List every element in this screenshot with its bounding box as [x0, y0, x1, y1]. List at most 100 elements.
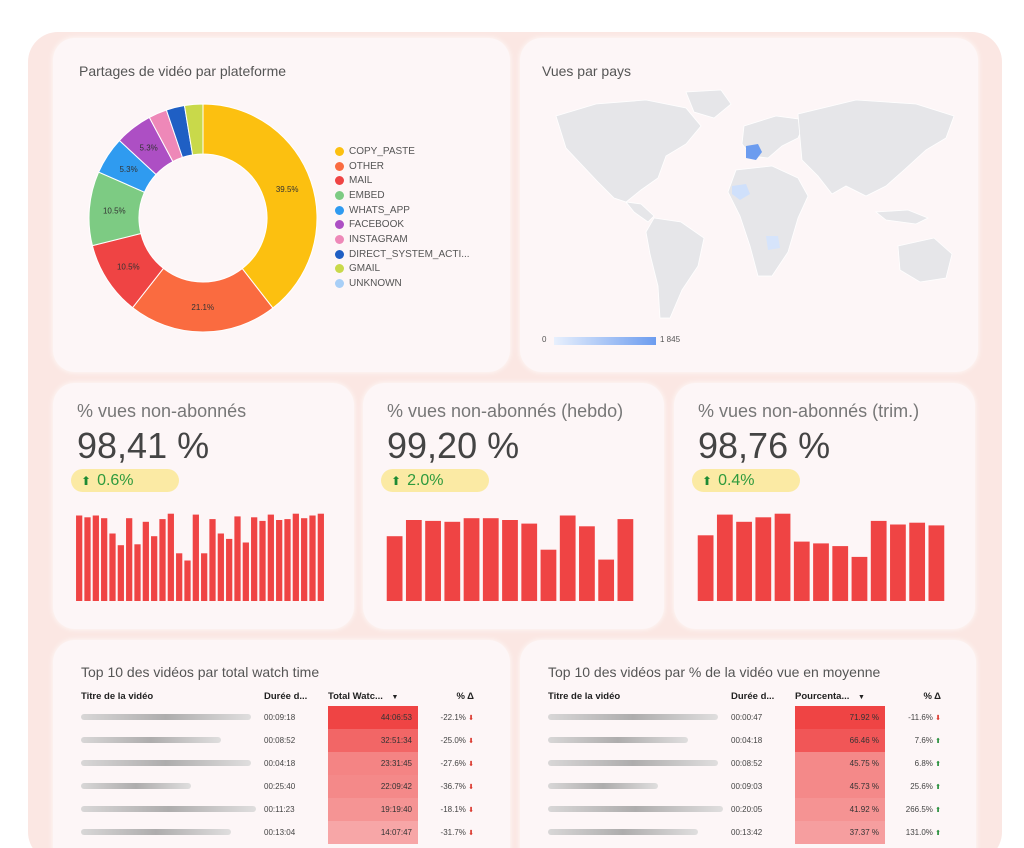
- kpi-bar[interactable]: [242, 542, 249, 602]
- kpi-bar[interactable]: [697, 535, 714, 601]
- kpi-bar[interactable]: [928, 525, 945, 601]
- table-row[interactable]: 00:13:04 14:07:47 -31.7% ⬇: [81, 821, 474, 844]
- kpi-bar[interactable]: [774, 513, 791, 601]
- video-title-cell[interactable]: [548, 798, 731, 821]
- table-row[interactable]: 00:08:52 32:51:34 -25.0% ⬇: [81, 729, 474, 752]
- kpi-bar[interactable]: [482, 518, 499, 601]
- table-row[interactable]: 00:25:40 22:09:42 -36.7% ⬇: [81, 775, 474, 798]
- kpi-bar[interactable]: [425, 520, 441, 601]
- col-header-duration[interactable]: Durée d...: [731, 690, 775, 702]
- kpi-bar[interactable]: [890, 524, 906, 602]
- video-title-cell[interactable]: [548, 821, 731, 844]
- kpi-bar[interactable]: [292, 513, 299, 601]
- legend-item[interactable]: OTHER: [335, 159, 470, 174]
- kpi-bar[interactable]: [502, 520, 518, 601]
- table-row[interactable]: 00:04:18 23:31:45 -27.6% ⬇: [81, 752, 474, 775]
- table-row[interactable]: 00:13:42 37.37 % 131.0% ⬆: [548, 821, 941, 844]
- kpi-bar[interactable]: [101, 518, 108, 601]
- donut-slice-gmail[interactable]: [183, 103, 204, 156]
- video-title-cell[interactable]: [81, 775, 264, 798]
- col-header-avg-percent[interactable]: Pourcenta... ▼: [795, 686, 885, 706]
- kpi-bar[interactable]: [793, 541, 810, 601]
- kpi-bar[interactable]: [386, 536, 403, 601]
- table-row[interactable]: 00:08:52 45.75 % 6.8% ⬆: [548, 752, 941, 775]
- table-row[interactable]: 00:00:47 71.92 % -11.6% ⬇: [548, 706, 941, 729]
- video-title-cell[interactable]: [81, 798, 264, 821]
- kpi-bar[interactable]: [209, 519, 216, 601]
- kpi-bar[interactable]: [463, 518, 480, 601]
- legend-item[interactable]: DIRECT_SYSTEM_ACTI...: [335, 247, 470, 262]
- col-header-pct-change[interactable]: % Δ: [456, 690, 474, 702]
- kpi-sparkbar-chart[interactable]: [385, 511, 635, 601]
- legend-item[interactable]: GMAIL: [335, 262, 470, 277]
- kpi-bar[interactable]: [234, 516, 241, 601]
- kpi-sparkbar-chart[interactable]: [75, 511, 325, 601]
- legend-item[interactable]: COPY_PASTE: [335, 144, 470, 159]
- kpi-bar[interactable]: [76, 515, 83, 602]
- col-header-total-watch[interactable]: Total Watc... ▼: [328, 686, 418, 706]
- kpi-bar[interactable]: [84, 517, 91, 601]
- donut-slice-copy-paste[interactable]: [202, 103, 318, 309]
- kpi-bar[interactable]: [579, 526, 595, 601]
- video-title-cell[interactable]: [81, 729, 264, 752]
- kpi-bar[interactable]: [142, 521, 149, 601]
- kpi-bar[interactable]: [201, 553, 208, 601]
- kpi-sparkbar-chart[interactable]: [696, 511, 946, 601]
- kpi-bar[interactable]: [716, 514, 733, 601]
- kpi-bar[interactable]: [184, 560, 191, 602]
- table-row[interactable]: 00:04:18 66.46 % 7.6% ⬆: [548, 729, 941, 752]
- kpi-bar[interactable]: [736, 521, 752, 601]
- kpi-bar[interactable]: [317, 513, 324, 601]
- kpi-bar[interactable]: [521, 523, 538, 601]
- legend-item[interactable]: FACEBOOK: [335, 217, 470, 232]
- kpi-bar[interactable]: [540, 549, 557, 601]
- kpi-bar[interactable]: [301, 518, 308, 601]
- kpi-bar[interactable]: [851, 556, 868, 601]
- kpi-bar[interactable]: [251, 517, 258, 601]
- video-title-cell[interactable]: [548, 729, 731, 752]
- video-title-cell[interactable]: [81, 821, 264, 844]
- col-header-title[interactable]: Titre de la vidéo: [548, 690, 621, 702]
- kpi-bar[interactable]: [217, 533, 224, 602]
- kpi-bar[interactable]: [192, 514, 199, 601]
- kpi-bar[interactable]: [259, 520, 266, 601]
- col-header-title[interactable]: Titre de la vidéo: [81, 690, 154, 702]
- kpi-bar[interactable]: [870, 520, 887, 601]
- world-map[interactable]: [536, 86, 966, 336]
- kpi-bar[interactable]: [559, 515, 576, 602]
- shares-donut-chart[interactable]: 39.5% 21.1% 10.5% 10.5% 5.3% 5.3%: [81, 96, 325, 340]
- kpi-bar[interactable]: [276, 520, 283, 601]
- kpi-bar[interactable]: [226, 538, 233, 601]
- kpi-bar[interactable]: [832, 546, 849, 601]
- kpi-bar[interactable]: [284, 519, 291, 601]
- kpi-bar[interactable]: [309, 515, 316, 602]
- kpi-bar[interactable]: [267, 514, 274, 601]
- kpi-bar[interactable]: [176, 553, 183, 601]
- video-title-cell[interactable]: [548, 775, 731, 798]
- sort-desc-icon[interactable]: ▼: [391, 693, 399, 701]
- legend-item[interactable]: EMBED: [335, 188, 470, 203]
- kpi-bar[interactable]: [126, 518, 133, 601]
- legend-item[interactable]: INSTAGRAM: [335, 232, 470, 247]
- video-title-cell[interactable]: [548, 706, 731, 729]
- table-row[interactable]: 00:11:23 19:19:40 -18.1% ⬇: [81, 798, 474, 821]
- kpi-bar[interactable]: [598, 559, 615, 601]
- col-header-duration[interactable]: Durée d...: [264, 690, 308, 702]
- video-title-cell[interactable]: [81, 752, 264, 775]
- video-title-cell[interactable]: [81, 706, 264, 729]
- kpi-bar[interactable]: [134, 544, 141, 601]
- kpi-bar[interactable]: [909, 522, 926, 601]
- table-row[interactable]: 00:09:03 45.73 % 25.6% ⬆: [548, 775, 941, 798]
- sort-desc-icon[interactable]: ▼: [858, 693, 865, 701]
- kpi-bar[interactable]: [444, 521, 461, 601]
- kpi-bar[interactable]: [151, 536, 158, 601]
- kpi-bar[interactable]: [159, 519, 166, 601]
- kpi-bar[interactable]: [117, 545, 124, 601]
- table-row[interactable]: 00:09:18 44:06:53 -22.1% ⬇: [81, 706, 474, 729]
- kpi-bar[interactable]: [167, 513, 174, 601]
- kpi-bar[interactable]: [405, 520, 422, 601]
- kpi-bar[interactable]: [813, 543, 829, 601]
- col-header-pct-change[interactable]: % Δ: [923, 690, 941, 702]
- kpi-bar[interactable]: [92, 515, 99, 602]
- table-row[interactable]: 00:20:05 41.92 % 266.5% ⬆: [548, 798, 941, 821]
